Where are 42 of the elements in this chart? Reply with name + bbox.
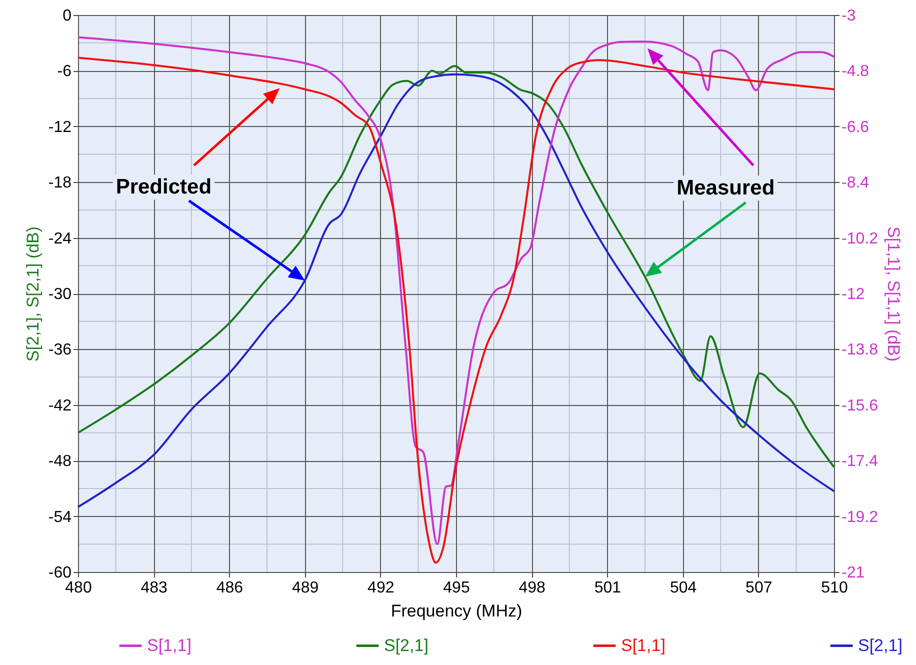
y-tick-label: -48 xyxy=(48,453,72,470)
x-tick-label: 489 xyxy=(292,580,319,596)
y2-tick-label: -3 xyxy=(842,8,856,24)
legend-label: S[2,1] xyxy=(858,636,902,655)
x-tick-label: 483 xyxy=(140,580,168,596)
x-tick-label: 492 xyxy=(368,580,394,596)
y-tick-label: -18 xyxy=(48,174,72,192)
x-tick-label: 504 xyxy=(670,580,697,596)
y-tick-label: -6 xyxy=(57,63,72,80)
y-tick-label: -24 xyxy=(48,230,72,248)
y-tick-label: -12 xyxy=(48,118,72,136)
annotation: Measured xyxy=(676,176,775,200)
y2-axis-title: S[1,1], S[1,1] (dB) xyxy=(884,226,903,362)
y2-tick-label: -17.4 xyxy=(842,453,878,470)
x-tick-label: 486 xyxy=(216,580,244,596)
y2-tick-label: -6.6 xyxy=(842,118,870,136)
y-tick-label: -36 xyxy=(48,342,72,359)
y2-tick-label: -13.8 xyxy=(842,342,878,359)
y-tick-label: 0 xyxy=(62,8,72,24)
legend-label: S[1,1] xyxy=(147,636,192,655)
y-tick-label: -30 xyxy=(48,286,72,303)
y2-tick-label: -19.2 xyxy=(842,508,878,526)
y2-tick-label: -8.4 xyxy=(842,174,870,192)
x-tick-label: 507 xyxy=(746,580,772,596)
y2-tick-label: -10.2 xyxy=(842,230,878,248)
x-tick-label: 480 xyxy=(65,580,92,596)
x-tick-label: 495 xyxy=(443,580,470,596)
x-tick-label: 510 xyxy=(821,580,848,596)
y2-tick-label: -4.8 xyxy=(842,63,870,80)
x-axis-title: Frequency (MHz) xyxy=(390,602,522,620)
x-tick-label: 501 xyxy=(594,580,622,596)
y2-tick-label: -15.6 xyxy=(842,397,878,414)
annotation: Predicted xyxy=(116,176,212,199)
y-tick-label: -42 xyxy=(48,397,72,414)
y-axis-title: S[2,1], S[2,1] (dB) xyxy=(23,226,42,362)
y2-tick-label: -21 xyxy=(842,564,865,582)
legend-label: S[1,1] xyxy=(621,636,666,655)
y-tick-label: -54 xyxy=(48,508,72,526)
x-tick-label: 498 xyxy=(518,580,546,596)
y2-tick-label: -12 xyxy=(842,286,865,303)
y-tick-label: -60 xyxy=(48,564,72,582)
legend-label: S[2,1] xyxy=(384,636,428,655)
